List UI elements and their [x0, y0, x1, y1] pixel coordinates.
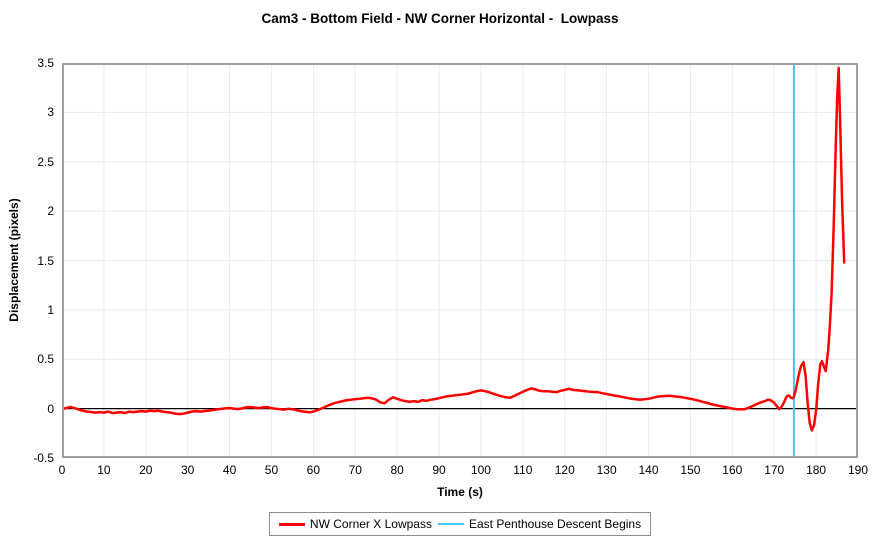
- plot-svg: [62, 63, 858, 458]
- x-tick-label: 150: [680, 463, 701, 477]
- x-tick-label: 140: [638, 463, 659, 477]
- x-tick-label: 50: [264, 463, 279, 477]
- y-tick-label: 3.5: [37, 56, 54, 70]
- x-tick-label: 10: [97, 463, 111, 477]
- x-tick-label: 160: [722, 463, 743, 477]
- series-line: [62, 66, 846, 432]
- plot-area: [62, 63, 858, 458]
- x-tick-label: 190: [847, 463, 869, 477]
- x-tick-label: 130: [596, 463, 617, 477]
- x-tick-label: 0: [58, 463, 66, 477]
- x-tick-label: 40: [222, 463, 237, 477]
- legend: NW Corner X Lowpass East Penthouse Desce…: [268, 512, 652, 536]
- y-tick-label: 1: [47, 302, 54, 317]
- x-tick-label: 60: [306, 463, 321, 477]
- legend-row: NW Corner X Lowpass East Penthouse Desce…: [62, 512, 858, 536]
- y-tick-label: 0: [47, 401, 54, 416]
- plot-border: [62, 63, 858, 458]
- x-tick-label: 30: [180, 463, 195, 477]
- legend-event-label: East Penthouse Descent Begins: [468, 517, 642, 531]
- chart-title: Cam3 - Bottom Field - NW Corner Horizont…: [261, 11, 619, 26]
- x-tick-label: 100: [470, 463, 491, 477]
- y-tick-label: 3: [47, 105, 54, 120]
- x-tick-label: 20: [139, 463, 153, 477]
- x-tick-label: 110: [513, 463, 533, 477]
- x-axis-title: Time (s): [437, 485, 483, 499]
- x-tick-label: 180: [806, 463, 827, 477]
- x-tick-label: 80: [390, 463, 404, 477]
- y-tick-label: 2: [47, 204, 54, 219]
- x-tick-label: 120: [554, 463, 575, 477]
- x-tick-label: 90: [432, 463, 446, 477]
- x-tick-label: 170: [764, 463, 785, 477]
- x-tick-label: 70: [348, 463, 362, 477]
- series-line-swatch-icon: [278, 522, 305, 526]
- legend-item-event: East Penthouse Descent Begins: [437, 516, 642, 532]
- legend-item-series: NW Corner X Lowpass: [278, 516, 432, 532]
- y-tick-label: 2.5: [37, 154, 54, 169]
- y-tick-label: -0.5: [33, 451, 54, 465]
- y-tick-label: 0.5: [37, 352, 54, 367]
- event-line-swatch-icon: [437, 523, 464, 525]
- y-tick-label: 1.5: [37, 253, 54, 268]
- legend-series-label: NW Corner X Lowpass: [309, 517, 432, 531]
